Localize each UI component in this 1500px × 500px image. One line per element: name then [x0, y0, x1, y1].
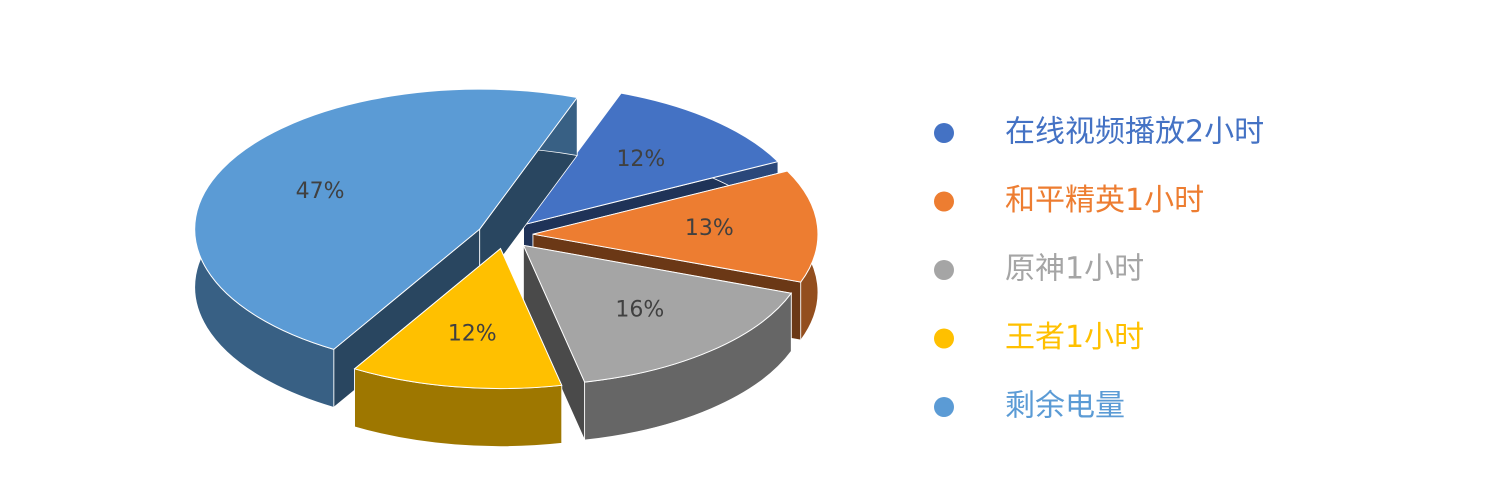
- slice: [194, 88, 579, 350]
- slice: 12%: [353, 247, 563, 447]
- legend-marker: [934, 260, 954, 280]
- slice: 47%: [194, 88, 579, 409]
- legend-label: 在线视频播放2小时: [1005, 115, 1264, 150]
- legend-label: 和平精英1小时: [1005, 183, 1204, 218]
- slice: [522, 244, 793, 383]
- legend-label: 原神1小时: [1005, 252, 1144, 287]
- legend-marker: [934, 191, 954, 212]
- legend-label: 王者1小时: [1005, 320, 1144, 355]
- slice: [532, 170, 819, 283]
- slice: [522, 92, 779, 226]
- data-label: 13%: [685, 216, 734, 241]
- data-label: 16%: [615, 298, 664, 323]
- data-label: 12%: [448, 321, 497, 346]
- slice: [353, 247, 563, 390]
- slice: 16%: [522, 244, 793, 441]
- legend-marker: [934, 328, 954, 349]
- legend-marker: [934, 123, 954, 143]
- legend-label: 剩余电量: [1005, 389, 1125, 424]
- legend-marker: [934, 397, 954, 417]
- data-label: 12%: [616, 147, 665, 172]
- data-label: 47%: [296, 179, 345, 204]
